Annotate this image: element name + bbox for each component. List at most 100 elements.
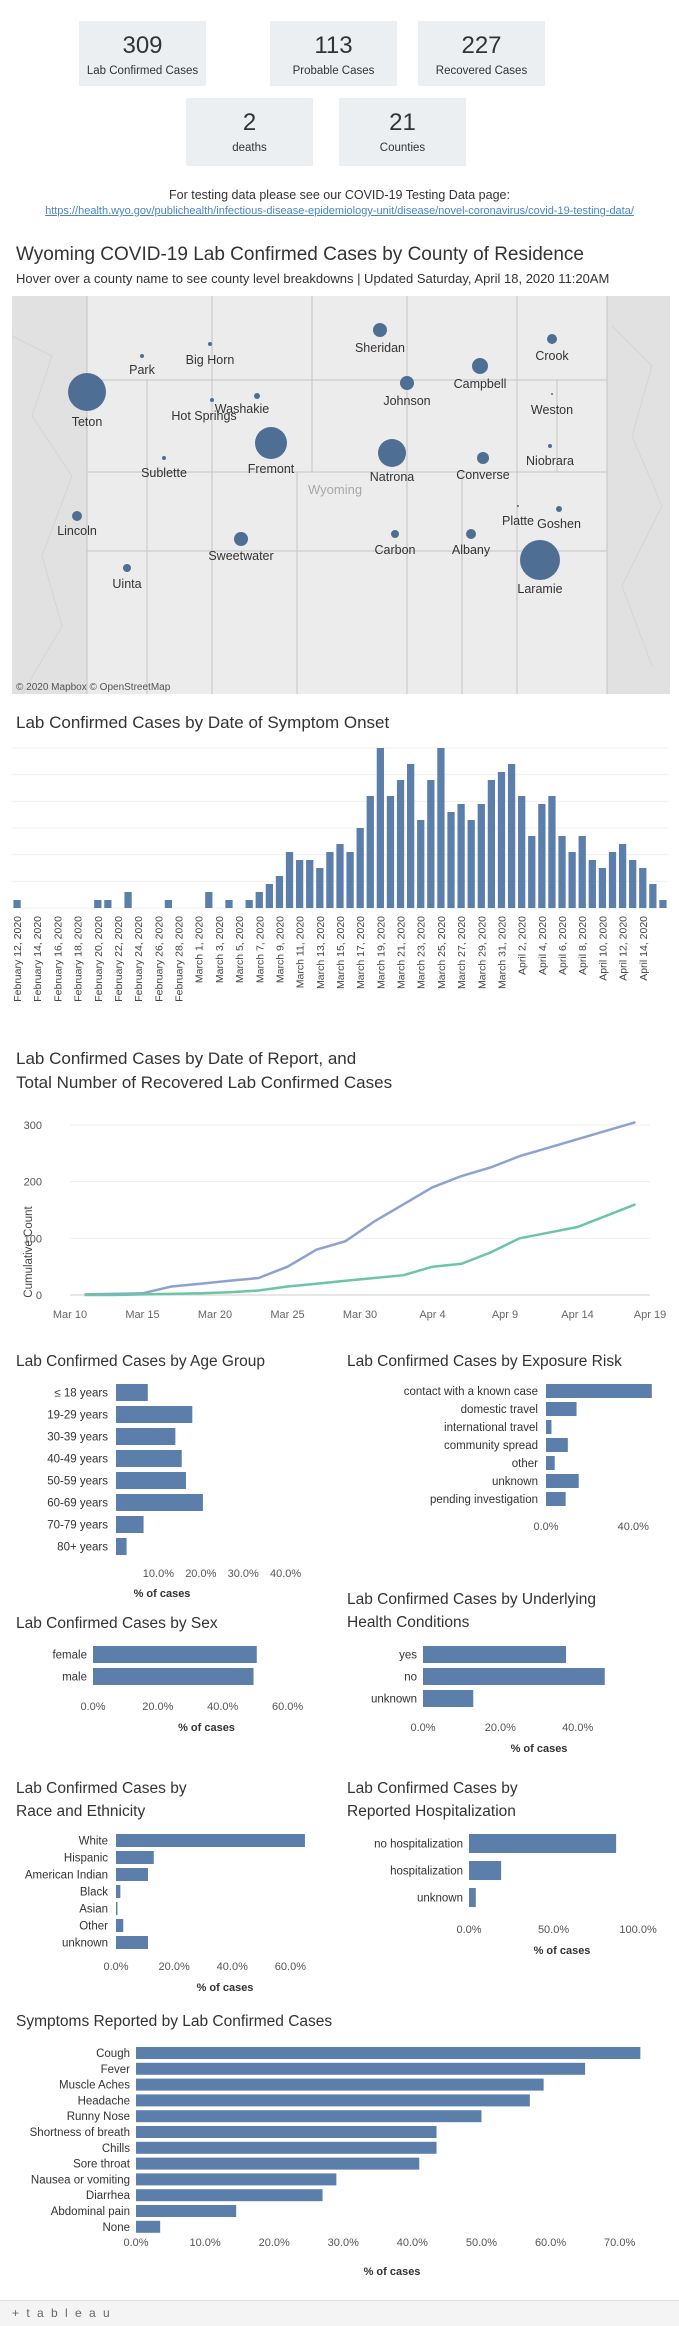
onset-bar[interactable] — [639, 868, 647, 908]
onset-bar[interactable] — [497, 772, 506, 908]
county-bubble[interactable] — [556, 506, 562, 512]
onset-bar[interactable] — [346, 852, 354, 908]
county-johnson[interactable]: Johnson — [383, 376, 431, 408]
county-campbell[interactable]: Campbell — [454, 358, 507, 391]
onset-bar[interactable] — [568, 852, 576, 908]
value-bar[interactable] — [469, 1861, 502, 1880]
value-bar[interactable] — [116, 1538, 127, 1555]
county-uinta[interactable]: Uinta — [112, 564, 142, 591]
county-fremont[interactable]: Fremont — [248, 427, 295, 476]
onset-bar[interactable] — [336, 844, 344, 908]
onset-bar[interactable] — [205, 892, 213, 908]
onset-bar[interactable] — [618, 844, 627, 908]
county-bubble[interactable] — [477, 452, 489, 464]
value-bar[interactable] — [546, 1384, 652, 1398]
county-label[interactable]: Albany — [452, 543, 491, 557]
value-bar[interactable] — [423, 1690, 474, 1707]
value-bar[interactable] — [136, 2094, 530, 2107]
county-sheridan[interactable]: Sheridan — [355, 323, 405, 355]
sex-chart[interactable]: female male 0.0% 20.0% 40.0% 60.0% % of cases — [10, 1640, 330, 1755]
county-bubble[interactable] — [548, 444, 552, 448]
value-bar[interactable] — [116, 1936, 148, 1949]
onset-bar[interactable] — [326, 852, 334, 908]
value-bar[interactable] — [116, 1834, 305, 1847]
onset-bar[interactable] — [507, 764, 516, 908]
county-label[interactable]: Laramie — [517, 582, 562, 596]
onset-bar[interactable] — [275, 876, 284, 908]
onset-bar[interactable] — [255, 892, 263, 908]
series-line-0[interactable] — [84, 1121, 636, 1296]
value-bar[interactable] — [116, 1868, 148, 1881]
value-bar[interactable] — [469, 1834, 617, 1853]
county-bubble[interactable] — [551, 393, 553, 395]
onset-bar[interactable] — [386, 796, 395, 908]
county-label[interactable]: Niobrara — [526, 454, 574, 468]
onset-bar[interactable] — [578, 836, 586, 908]
onset-bar[interactable] — [265, 884, 273, 908]
county-label[interactable]: Park — [129, 363, 155, 377]
timeline-chart[interactable]: Cumulative Count 0 100 200 300 Mar 10 Mar 15 M… — [10, 1100, 670, 1325]
race-chart[interactable]: White Hispanic American Indian Black Asian Ot… — [10, 1828, 340, 2000]
onset-bar[interactable] — [477, 804, 485, 908]
county-bubble[interactable] — [391, 530, 399, 538]
value-bar[interactable] — [136, 2062, 586, 2075]
onset-bar[interactable] — [487, 780, 496, 908]
county-label[interactable]: Hot Springs — [171, 409, 236, 423]
county-bubble[interactable] — [547, 334, 557, 344]
onset-bar[interactable] — [164, 900, 173, 908]
value-bar[interactable] — [546, 1492, 566, 1506]
onset-bar[interactable] — [437, 748, 445, 908]
onset-bar[interactable] — [366, 796, 374, 908]
county-label[interactable]: Goshen — [537, 517, 581, 531]
series-line-1[interactable] — [84, 1203, 636, 1297]
underlying-chart[interactable]: yes no unknown 0.0% 20.0% 40.0% % of cases — [340, 1640, 670, 1770]
onset-bar[interactable] — [306, 860, 314, 908]
county-natrona[interactable]: Natrona — [370, 439, 415, 484]
onset-bar[interactable] — [356, 828, 364, 908]
value-bar[interactable] — [116, 1885, 121, 1898]
onset-bar[interactable] — [598, 868, 607, 908]
county-label[interactable]: Washakie — [215, 402, 269, 416]
testing-link[interactable]: https://health.wyo.gov/publichealth/infe… — [45, 205, 634, 217]
onset-bar[interactable] — [538, 804, 546, 908]
county-label[interactable]: Big Horn — [186, 353, 235, 367]
onset-bar[interactable] — [528, 836, 536, 908]
county-bubble[interactable] — [517, 505, 519, 507]
value-bar[interactable] — [136, 2205, 237, 2217]
county-bubble[interactable] — [234, 532, 248, 546]
onset-bar[interactable] — [417, 820, 425, 908]
county-label[interactable]: Sublette — [141, 466, 187, 480]
value-bar[interactable] — [136, 2078, 544, 2091]
county-label[interactable]: Crook — [535, 349, 569, 363]
county-bubble[interactable] — [466, 529, 476, 539]
value-bar[interactable] — [116, 1406, 193, 1423]
value-bar[interactable] — [116, 1472, 186, 1489]
county-albany[interactable]: Albany — [452, 529, 491, 557]
tableau-logo[interactable]: + t a b l e a u — [12, 2306, 112, 2320]
onset-bar[interactable] — [104, 900, 112, 908]
county-bubble[interactable] — [400, 376, 414, 390]
onset-bar[interactable] — [316, 868, 324, 908]
value-bar[interactable] — [546, 1420, 552, 1434]
county-niobrara[interactable]: Niobrara — [526, 444, 574, 468]
value-bar[interactable] — [136, 2110, 482, 2123]
onset-bar[interactable] — [467, 820, 475, 908]
value-bar[interactable] — [136, 2157, 420, 2170]
value-bar[interactable] — [93, 1646, 257, 1663]
county-laramie[interactable]: Laramie — [517, 540, 563, 596]
county-bubble[interactable] — [378, 439, 406, 467]
county-weston[interactable]: Weston — [531, 393, 573, 417]
hosp-chart[interactable]: no hospitalization hospitalization unknown… — [340, 1828, 670, 1968]
county-carbon[interactable]: Carbon — [375, 530, 416, 557]
county-label[interactable]: Fremont — [248, 462, 295, 476]
value-bar[interactable] — [136, 2126, 437, 2138]
county-label[interactable]: Sheridan — [355, 341, 405, 355]
county-bubble[interactable] — [520, 540, 560, 580]
county-park[interactable]: Park — [129, 354, 156, 377]
county-bubble[interactable] — [208, 342, 212, 346]
onset-bar[interactable] — [376, 748, 385, 908]
value-bar[interactable] — [116, 1516, 144, 1533]
county-teton[interactable]: Teton — [68, 373, 106, 429]
onset-bar[interactable] — [588, 860, 596, 908]
value-bar[interactable] — [136, 2141, 437, 2154]
